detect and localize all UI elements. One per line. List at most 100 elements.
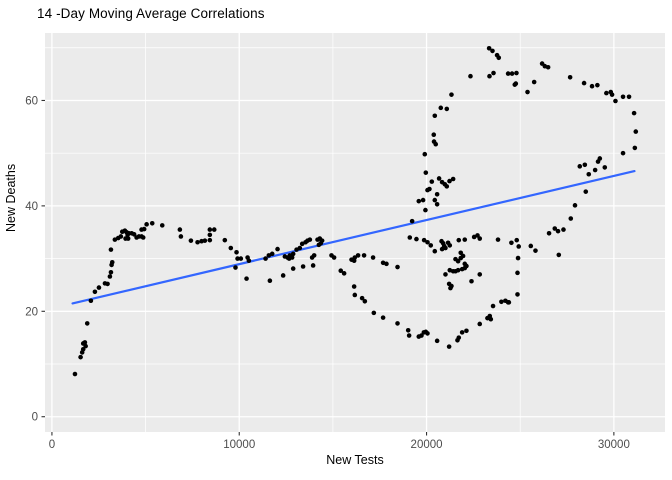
data-point [244, 276, 249, 281]
data-point [371, 310, 377, 316]
data-point [604, 90, 609, 96]
data-point [546, 230, 552, 236]
data-point [407, 235, 413, 240]
data-point [395, 321, 400, 326]
x-tick-label: 10000 [223, 439, 255, 451]
data-point [491, 70, 496, 76]
data-point [84, 321, 90, 326]
data-point [428, 243, 434, 248]
data-point [297, 245, 303, 251]
data-point [108, 269, 114, 275]
data-point [446, 344, 452, 349]
data-point [455, 258, 461, 264]
data-point [525, 89, 530, 95]
data-point [361, 253, 367, 258]
data-point [620, 150, 626, 156]
data-point [108, 247, 114, 252]
data-point [228, 245, 234, 251]
data-point [207, 227, 213, 232]
data-point [505, 71, 511, 76]
data-point [515, 292, 520, 297]
data-point [436, 176, 442, 181]
data-point [438, 105, 444, 111]
data-point [592, 167, 598, 173]
data-point [425, 187, 430, 193]
data-point [602, 165, 608, 170]
x-tick-label: 30000 [598, 439, 630, 451]
data-point [406, 333, 412, 338]
data-point [178, 234, 184, 239]
data-point [341, 271, 347, 276]
data-point [589, 83, 595, 89]
data-point [263, 256, 268, 261]
data-point [455, 267, 461, 273]
data-point [423, 170, 429, 175]
data-point [125, 236, 131, 241]
data-point [207, 232, 213, 238]
data-point [443, 272, 448, 277]
data-point [514, 70, 519, 76]
data-point [355, 253, 361, 258]
data-point [515, 270, 520, 276]
data-point [352, 292, 358, 298]
data-point [362, 298, 368, 304]
data-point [289, 255, 295, 260]
data-point [456, 237, 462, 243]
y-tick-label: 20 [25, 306, 38, 318]
data-point [409, 218, 415, 224]
data-point [531, 79, 537, 85]
x-axis-title: New Tests [326, 453, 384, 467]
data-point [311, 253, 317, 258]
data-point [380, 315, 386, 320]
data-point [515, 255, 521, 261]
data-point [595, 82, 600, 88]
plot-title: 14 -Day Moving Average Correlations [37, 6, 265, 21]
data-point [633, 129, 639, 134]
data-point [496, 55, 502, 61]
data-point [414, 236, 419, 242]
data-point [195, 239, 200, 245]
data-point [488, 316, 494, 322]
data-point [290, 266, 296, 271]
data-point [351, 284, 357, 289]
data-point [421, 237, 427, 243]
data-point [477, 236, 483, 241]
data-point [468, 73, 473, 79]
data-point [486, 45, 492, 51]
data-point [434, 202, 440, 207]
data-point [109, 259, 115, 265]
data-point [448, 285, 453, 291]
data-point [310, 263, 316, 268]
data-point [405, 327, 411, 333]
data-point [450, 176, 456, 182]
data-point [434, 338, 440, 344]
data-point [509, 240, 514, 246]
data-point [469, 278, 474, 284]
data-point [280, 273, 286, 278]
data-point [490, 48, 495, 54]
data-point [459, 266, 465, 272]
data-point [238, 256, 244, 261]
data-point [581, 80, 587, 86]
x-tick-label: 0 [49, 439, 55, 451]
data-point [338, 268, 344, 274]
data-point [267, 278, 273, 284]
data-point [516, 244, 522, 249]
data-point [512, 82, 518, 87]
data-point [434, 191, 440, 197]
data-point [490, 303, 496, 309]
data-point [514, 237, 520, 243]
y-axis-title: New Deaths [4, 163, 18, 232]
data-point [447, 178, 452, 184]
data-point [235, 256, 240, 261]
data-point [207, 237, 213, 243]
data-point [561, 227, 566, 232]
data-point [432, 197, 438, 203]
data-point [620, 94, 626, 100]
data-point [582, 162, 588, 168]
data-point [269, 251, 275, 257]
data-point [432, 248, 438, 254]
data-point [506, 300, 512, 305]
